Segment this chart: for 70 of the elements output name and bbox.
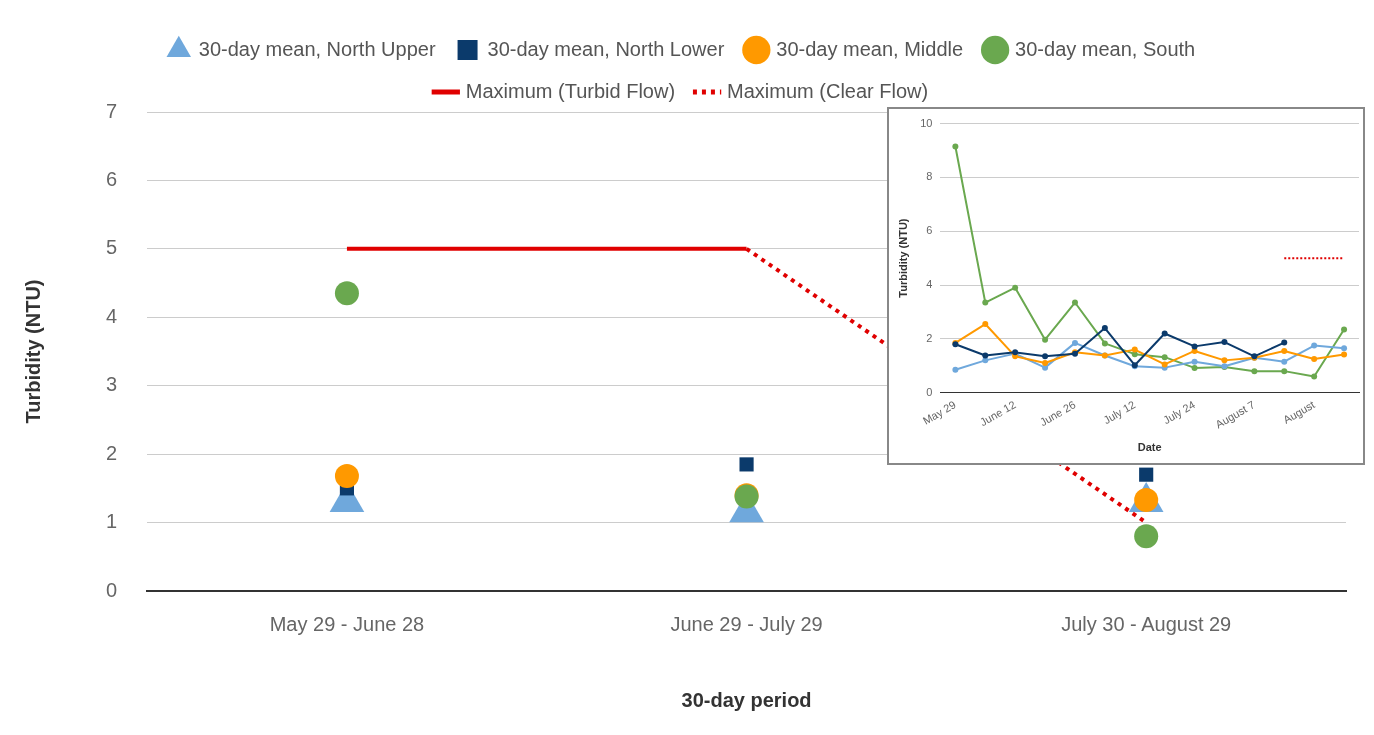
point xyxy=(1071,339,1078,346)
x-tick-label: June 26 xyxy=(1037,398,1078,429)
legend-label: 30-day mean, North Lower xyxy=(487,37,725,60)
x-axis-title: 30-day period xyxy=(681,688,812,711)
point xyxy=(982,357,989,364)
point xyxy=(1139,467,1154,482)
point xyxy=(334,281,359,306)
y-tick-label: 4 xyxy=(106,304,118,327)
x-tick-label: June 12 xyxy=(977,398,1018,429)
point xyxy=(1341,351,1348,358)
point xyxy=(1221,357,1228,364)
y-tick-label: 1 xyxy=(106,510,118,533)
legend-label: 30-day mean, Middle xyxy=(776,37,964,60)
point xyxy=(1311,356,1318,363)
y-axis-title: Turbidity (NTU) xyxy=(21,279,44,424)
x-tick-label: May 29 - June 28 xyxy=(269,612,425,635)
point xyxy=(982,352,989,359)
point xyxy=(1042,353,1049,360)
y-tick-label: 2 xyxy=(106,441,118,464)
legend-label: 30-day mean, South xyxy=(1015,37,1196,60)
point xyxy=(1134,524,1159,549)
point xyxy=(1191,343,1198,350)
y-tick-label: 6 xyxy=(926,224,933,237)
y-tick-label: 0 xyxy=(106,578,118,601)
point xyxy=(1281,358,1288,365)
y-tick-label: 3 xyxy=(106,373,118,396)
point xyxy=(1281,339,1288,346)
y-tick-label: 8 xyxy=(926,170,933,183)
y-tick-label: 4 xyxy=(926,278,933,291)
point xyxy=(1341,345,1348,352)
point xyxy=(1101,340,1108,347)
point xyxy=(1161,354,1168,361)
point xyxy=(952,366,959,373)
point xyxy=(1071,299,1078,306)
x-tick-label: May 29 xyxy=(920,398,958,427)
legend-label: Maximum (Turbid Flow) xyxy=(465,79,676,102)
point xyxy=(1311,373,1318,380)
point xyxy=(1191,364,1198,371)
point xyxy=(952,143,959,150)
point xyxy=(739,457,754,472)
legend-label: Maximum (Clear Flow) xyxy=(727,79,929,102)
y-tick-label: 7 xyxy=(106,99,118,122)
point xyxy=(1251,368,1258,375)
point xyxy=(1131,346,1138,353)
x-tick-label: June 29 - July 29 xyxy=(670,612,823,635)
point xyxy=(334,464,359,489)
y-tick-label: 2 xyxy=(926,331,933,344)
point xyxy=(1221,339,1228,346)
x-tick-label: July 12 xyxy=(1101,398,1138,427)
y-axis-title: Turbidity (NTU) xyxy=(896,218,909,298)
x-tick-label: July 24 xyxy=(1160,398,1198,427)
point xyxy=(1281,347,1288,354)
point xyxy=(982,299,989,306)
point xyxy=(1161,330,1168,337)
legend-label: 30-day mean, North Upper xyxy=(198,37,436,60)
x-axis-title: Date xyxy=(1137,441,1162,454)
point xyxy=(1281,368,1288,375)
point xyxy=(1101,325,1108,332)
point xyxy=(1012,284,1019,291)
point xyxy=(1191,358,1198,365)
y-tick-label: 5 xyxy=(106,236,118,259)
y-tick-label: 0 xyxy=(926,385,933,398)
point xyxy=(1042,360,1049,367)
point xyxy=(1042,336,1049,343)
point xyxy=(1341,326,1348,333)
y-tick-label: 10 xyxy=(920,116,933,129)
point xyxy=(982,321,989,328)
y-tick-label: 6 xyxy=(106,167,118,190)
point xyxy=(1311,342,1318,349)
x-tick-label: July 30 - August 29 xyxy=(1061,612,1232,635)
